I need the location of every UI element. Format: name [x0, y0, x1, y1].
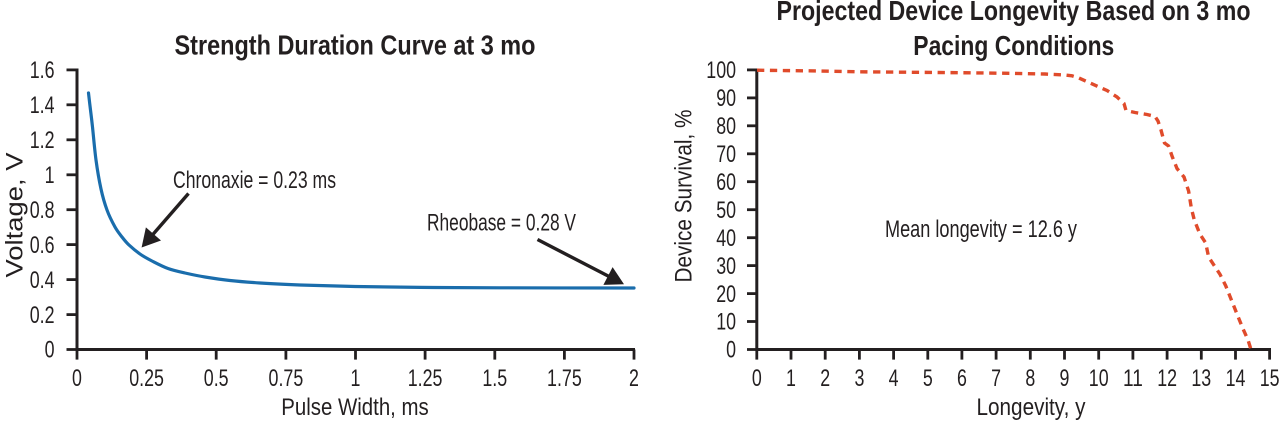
svg-text:13: 13: [1191, 365, 1211, 392]
svg-text:10: 10: [716, 309, 736, 336]
svg-text:1.4: 1.4: [30, 92, 55, 119]
svg-text:4: 4: [889, 365, 899, 392]
svg-text:30: 30: [716, 253, 736, 280]
svg-text:1: 1: [45, 162, 55, 189]
svg-text:1: 1: [351, 365, 361, 392]
svg-text:0.5: 0.5: [204, 365, 229, 392]
svg-text:1.2: 1.2: [30, 127, 55, 154]
svg-text:Longevity, y: Longevity, y: [977, 394, 1086, 421]
svg-text:Rheobase = 0.28 V: Rheobase = 0.28 V: [427, 210, 576, 237]
svg-text:Chronaxie = 0.23 ms: Chronaxie = 0.23 ms: [173, 167, 336, 194]
svg-text:80: 80: [716, 113, 736, 140]
svg-text:Device Survival, %: Device Survival, %: [671, 110, 698, 283]
svg-text:8: 8: [1025, 365, 1035, 392]
svg-text:Pulse Width, ms: Pulse Width, ms: [281, 394, 429, 421]
svg-text:40: 40: [716, 225, 736, 252]
svg-text:6: 6: [957, 365, 967, 392]
svg-text:Pacing Conditions: Pacing Conditions: [913, 30, 1114, 61]
svg-text:70: 70: [716, 141, 736, 168]
svg-text:12: 12: [1157, 365, 1177, 392]
svg-text:1: 1: [786, 365, 796, 392]
svg-text:0: 0: [726, 337, 736, 364]
svg-text:0.8: 0.8: [30, 197, 55, 224]
svg-text:50: 50: [716, 197, 736, 224]
svg-text:Mean longevity = 12.6 y: Mean longevity = 12.6 y: [885, 216, 1077, 243]
svg-text:3: 3: [854, 365, 864, 392]
svg-text:0.75: 0.75: [269, 365, 304, 392]
svg-text:11: 11: [1123, 365, 1143, 392]
svg-text:1.25: 1.25: [408, 365, 443, 392]
svg-text:60: 60: [716, 169, 736, 196]
svg-text:0.25: 0.25: [129, 365, 164, 392]
svg-text:Voltage, V: Voltage, V: [2, 153, 29, 278]
svg-text:100: 100: [706, 57, 736, 84]
svg-text:9: 9: [1060, 365, 1070, 392]
svg-text:1.6: 1.6: [30, 57, 55, 84]
svg-text:Projected Device Longevity Bas: Projected Device Longevity Based on 3 mo: [777, 0, 1251, 26]
svg-text:0.2: 0.2: [30, 302, 55, 329]
svg-text:0.4: 0.4: [30, 267, 55, 294]
svg-text:0: 0: [72, 365, 82, 392]
svg-text:14: 14: [1226, 365, 1246, 392]
svg-text:2: 2: [629, 365, 639, 392]
svg-text:15: 15: [1260, 365, 1280, 392]
svg-text:10: 10: [1089, 365, 1109, 392]
svg-text:7: 7: [991, 365, 1001, 392]
svg-text:20: 20: [716, 281, 736, 308]
svg-text:5: 5: [923, 365, 933, 392]
svg-text:0: 0: [752, 365, 762, 392]
svg-text:1.5: 1.5: [482, 365, 507, 392]
svg-text:0: 0: [45, 337, 55, 364]
svg-text:1.75: 1.75: [547, 365, 582, 392]
svg-text:Strength Duration Curve at 3 m: Strength Duration Curve at 3 mo: [175, 30, 536, 61]
svg-text:0.6: 0.6: [30, 232, 55, 259]
svg-text:90: 90: [716, 85, 736, 112]
svg-text:2: 2: [820, 365, 830, 392]
